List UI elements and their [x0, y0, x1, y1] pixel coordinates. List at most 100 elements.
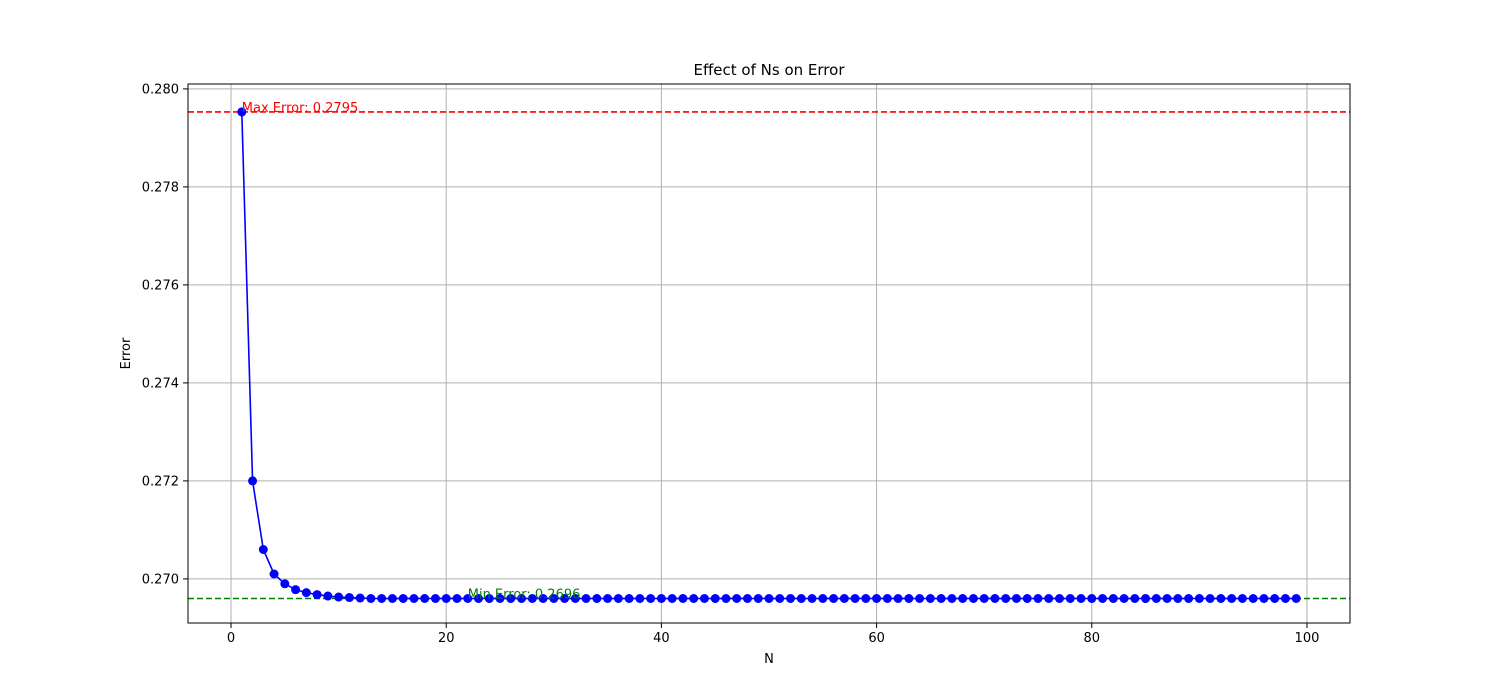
data-point — [506, 594, 516, 603]
data-point — [527, 594, 537, 603]
data-point — [1130, 594, 1140, 603]
data-point — [1270, 594, 1280, 603]
data-point — [570, 594, 580, 603]
data-point — [1119, 594, 1129, 603]
grid — [188, 84, 1350, 623]
data-point — [1001, 594, 1011, 603]
data-point — [667, 594, 677, 603]
annotations: Max Error: 0.2795 Min Error: 0.2696 — [242, 101, 581, 603]
data-point — [1205, 594, 1215, 603]
data-point — [613, 594, 623, 603]
data-point — [829, 594, 839, 603]
data-point — [581, 594, 591, 603]
data-point — [1259, 594, 1269, 603]
data-point — [430, 594, 440, 603]
x-axis-label: N — [764, 652, 774, 667]
data-point — [355, 593, 365, 603]
data-point — [818, 594, 828, 603]
data-point — [387, 594, 397, 603]
data-point — [474, 594, 483, 603]
data-point — [1098, 594, 1108, 603]
x-axis-ticks: 0 20 40 60 80 100 — [227, 623, 1319, 646]
y-tick-label: 0.276 — [142, 278, 179, 293]
data-point — [538, 594, 548, 603]
data-point — [1087, 594, 1097, 603]
data-point — [710, 594, 720, 603]
data-point — [549, 594, 559, 603]
x-tick-label: 100 — [1295, 631, 1320, 646]
data-point — [893, 594, 903, 603]
x-tick-label: 60 — [868, 631, 885, 646]
data-point — [990, 594, 1000, 603]
y-tick-label: 0.278 — [142, 180, 179, 195]
data-point — [248, 476, 258, 486]
data-point — [850, 594, 860, 603]
data-point — [936, 594, 946, 603]
max-error-label: Max Error: 0.2795 — [242, 101, 358, 116]
data-point — [904, 594, 914, 603]
data-point — [1237, 594, 1247, 603]
data-point — [344, 593, 354, 603]
data-point — [237, 107, 247, 117]
data-point — [872, 594, 882, 603]
data-point — [839, 594, 849, 603]
data-point — [1280, 594, 1290, 603]
y-axis-label: Error — [119, 337, 134, 369]
data-point — [420, 594, 430, 603]
data-point — [1076, 594, 1086, 603]
data-point — [1022, 594, 1032, 603]
data-point — [291, 585, 301, 595]
data-point — [1291, 594, 1301, 603]
y-tick-label: 0.274 — [142, 376, 179, 391]
data-point — [807, 594, 817, 603]
data-point — [1173, 594, 1183, 603]
data-point — [1227, 594, 1237, 603]
x-tick-label: 20 — [438, 631, 455, 646]
data-point — [258, 545, 268, 554]
data-point — [1055, 594, 1064, 603]
data-point — [732, 594, 742, 603]
data-point — [1011, 594, 1021, 603]
data-point — [1151, 594, 1161, 603]
reference-lines — [188, 111, 1350, 600]
data-point — [721, 594, 731, 603]
data-point — [678, 594, 688, 603]
data-point — [775, 594, 785, 603]
min-error-label: Min Error: 0.2696 — [468, 588, 581, 603]
data-point — [301, 588, 311, 598]
series-line — [241, 111, 1297, 600]
data-point — [1044, 594, 1054, 603]
data-point — [786, 594, 796, 603]
data-point — [280, 579, 290, 589]
data-point — [958, 594, 968, 603]
data-point — [979, 594, 989, 603]
data-point — [484, 594, 494, 603]
data-point — [312, 590, 322, 600]
data-point — [624, 594, 634, 603]
data-point — [334, 592, 344, 602]
data-point — [1141, 594, 1151, 603]
data-point — [495, 594, 505, 603]
data-point — [656, 594, 666, 603]
data-point — [1248, 594, 1258, 603]
data-series — [237, 107, 1301, 603]
data-point — [947, 594, 957, 603]
data-point — [882, 594, 892, 603]
data-point — [915, 594, 925, 603]
data-point — [861, 594, 871, 603]
data-point — [452, 594, 462, 603]
data-point — [764, 594, 774, 603]
chart-title: Effect of Ns on Error — [694, 61, 846, 79]
data-point — [517, 594, 527, 603]
data-point — [1184, 594, 1194, 603]
y-tick-label: 0.280 — [142, 82, 179, 97]
data-point — [925, 594, 935, 603]
x-tick-label: 40 — [653, 631, 670, 646]
y-tick-label: 0.270 — [142, 572, 179, 587]
x-tick-label: 80 — [1084, 631, 1101, 646]
y-axis-ticks: 0.270 0.272 0.274 0.276 0.278 0.280 — [142, 82, 188, 587]
data-point — [592, 594, 602, 603]
data-point — [1108, 594, 1118, 603]
data-point — [463, 594, 473, 603]
